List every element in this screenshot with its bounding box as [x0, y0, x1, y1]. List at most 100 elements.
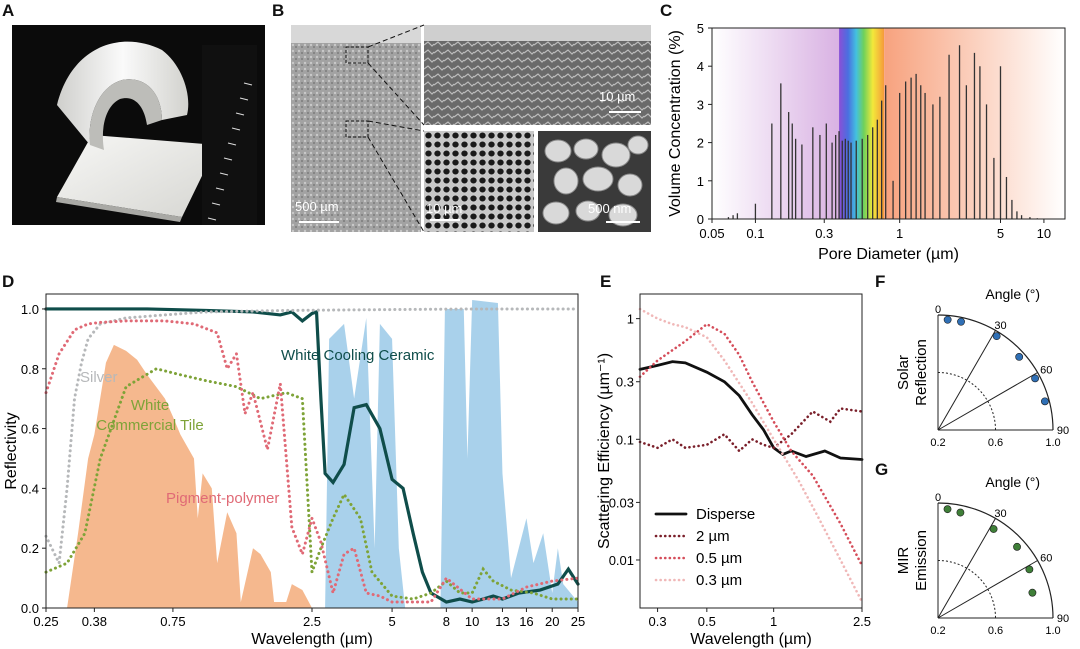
- x-axis-label: Pore Diameter (µm): [818, 246, 959, 263]
- scalebar-label: 10 µm: [426, 201, 463, 216]
- inner-arc: [937, 372, 996, 431]
- x-tick-label: 10: [465, 614, 479, 629]
- radial-tick-label: 0.2: [930, 437, 945, 449]
- angle-tick-label: 30: [994, 320, 1006, 332]
- panel-letter-d: D: [2, 272, 15, 291]
- angle-tick-label: 0: [935, 304, 941, 316]
- solar-spectrum-area: [67, 344, 312, 608]
- data-point: [956, 508, 965, 517]
- y-tick-label: 0.0: [21, 601, 39, 616]
- x-tick-label: 2.5: [303, 614, 321, 629]
- scalebar-label: 500 nm: [588, 201, 632, 216]
- radial-tick-label: 0.6: [988, 437, 1003, 449]
- sem-pores-zoom: 10 µm: [424, 131, 534, 232]
- x-axis-label: Wavelength (µm): [251, 631, 373, 648]
- y-tick-label: 0.03: [609, 495, 634, 510]
- angle-tick-label: 90: [1057, 613, 1069, 625]
- x-tick-label: 8: [443, 614, 450, 629]
- radial-tick-label: 1.0: [1045, 625, 1060, 637]
- x-tick-label: 0.75: [160, 614, 185, 629]
- y-axis-label: Solar: [895, 355, 912, 390]
- angle-tick-label: 90: [1057, 425, 1069, 437]
- x-tick-label: 10: [1037, 226, 1051, 241]
- radial-tick-label: 0.2: [930, 625, 945, 637]
- chart-d-reflectivity: 0.25 0.38 0.75 2.5 5 8 10 13 16 20 25 0.0 0.2 0.4 0.6 0…: [3, 293, 585, 648]
- x-tick-label: 0.3: [649, 614, 667, 629]
- data-point: [992, 332, 1001, 341]
- x-tick-label: 0.05: [699, 226, 724, 241]
- series-line: [638, 360, 864, 461]
- x-tick-label: 0.3: [815, 226, 833, 241]
- panel-letter-c: C: [660, 1, 673, 20]
- y-tick-label: 0.6: [21, 422, 39, 437]
- x-tick-label: 1: [770, 614, 777, 629]
- scalebar-label: 10 µm: [599, 89, 636, 104]
- y-tick-label: 5: [697, 21, 704, 36]
- uv-band: [712, 28, 840, 219]
- data-point: [1028, 588, 1037, 597]
- legend-label: Disperse: [696, 506, 755, 523]
- ceramic-sample-photo: [12, 25, 265, 225]
- y-axis-label: Reflectivity: [3, 412, 20, 489]
- scalebar: [606, 221, 640, 223]
- outer-arc: [937, 314, 1054, 431]
- angle-spoke: [937, 372, 1038, 431]
- sem-particles-zoom: 500 nm: [538, 131, 651, 232]
- angle-spoke: [937, 330, 996, 431]
- series-label: Commercial Tile: [96, 417, 204, 434]
- scalebar: [430, 219, 460, 221]
- x-tick-label: 20: [545, 614, 559, 629]
- series-label: Pigment-polymer: [166, 490, 279, 507]
- ruler: [202, 45, 257, 225]
- data-point: [943, 505, 952, 514]
- series-label: Silver: [80, 369, 118, 386]
- chart-c-pore-distribution: 0.05 0.1 0.3 1 5 10 0 1 2 3 4 5 Pore Diameter (µm) Vo…: [667, 21, 1066, 263]
- scalebar: [299, 221, 339, 223]
- y-axis-label: Volume Concentration (%): [667, 30, 684, 217]
- panel-letter-a: A: [2, 1, 15, 20]
- series-label: White Cooling Ceramic: [281, 347, 435, 364]
- radial-tick-label: 1.0: [1045, 437, 1060, 449]
- chart-e-scattering: 0.3 0.5 1 2.5 0.01 0.03 0.1 0.3 1 Wavelength (µm)…: [596, 293, 871, 648]
- scalebar-label: 500 µm: [295, 199, 339, 214]
- angle-tick-label: 30: [994, 508, 1006, 520]
- y-tick-label: 0.4: [21, 481, 39, 496]
- inner-arc: [937, 560, 996, 619]
- angle-tick-label: 60: [1040, 365, 1052, 377]
- angle-spoke: [937, 560, 1038, 619]
- series-label: White: [131, 397, 169, 414]
- y-axis-label: Reflection: [913, 339, 930, 406]
- outer-arc: [937, 502, 1054, 619]
- angle-axis-label: Angle (°): [985, 474, 1040, 490]
- y-axis-label: MIR: [895, 547, 912, 575]
- angle-spoke: [937, 518, 996, 619]
- x-tick-label: 13: [495, 614, 509, 629]
- y-tick-label: 4: [697, 59, 704, 74]
- x-tick-label: 5: [388, 614, 395, 629]
- y-tick-label: 0.01: [609, 553, 634, 568]
- legend-label: 0.3 µm: [696, 572, 742, 589]
- legend-label: 2 µm: [696, 528, 730, 545]
- data-point: [1015, 352, 1024, 361]
- panel-letter-b: B: [272, 1, 285, 20]
- y-tick-label: 0.1: [616, 432, 634, 447]
- data-point: [1031, 374, 1039, 383]
- x-tick-label: 5: [997, 226, 1004, 241]
- y-tick-label: 1: [627, 312, 634, 327]
- sem-surface-zoom: 10 µm: [424, 25, 651, 125]
- y-tick-label: 0.2: [21, 541, 39, 556]
- angle-tick-label: 60: [1040, 553, 1052, 565]
- sem-cross-section: 500 µm: [291, 25, 421, 232]
- data-point: [1013, 542, 1021, 551]
- x-tick-label: 0.1: [746, 226, 764, 241]
- radial-tick-label: 0.6: [988, 625, 1003, 637]
- series-line: [638, 407, 864, 453]
- x-tick-label: 2.5: [853, 614, 871, 629]
- y-tick-label: 1.0: [21, 302, 39, 317]
- series-line: [44, 319, 580, 604]
- x-tick-label: 0.5: [698, 614, 716, 629]
- panel-letter-g: G: [875, 460, 889, 479]
- y-tick-label: 0.8: [21, 362, 39, 377]
- x-tick-label: 1: [896, 226, 903, 241]
